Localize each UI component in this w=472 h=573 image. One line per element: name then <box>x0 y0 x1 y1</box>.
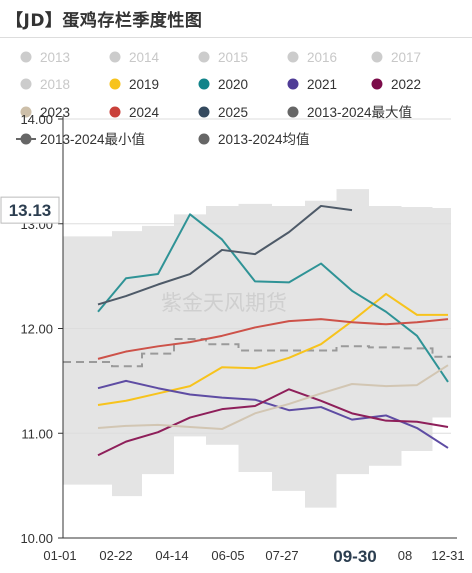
x-tick-label: 07-27 <box>265 548 298 563</box>
legend-marker <box>20 78 32 90</box>
legend-label: 2015 <box>218 50 248 65</box>
legend: 2013 2014 2015 2016 2017 2018 2019 2020 2021 2022… <box>16 50 421 147</box>
series-line-2024 <box>97 318 449 360</box>
hover-x-box <box>327 542 383 568</box>
legend-item: 2015 <box>198 50 248 65</box>
series-line-2023 <box>97 364 449 431</box>
legend-item: 2025 <box>198 105 248 120</box>
legend-item: 2016 <box>287 50 337 65</box>
series-lines <box>97 204 449 457</box>
y-tick-label: 14.00 <box>20 112 53 127</box>
legend-item: 2013-2024最大值 <box>287 105 412 120</box>
legend-marker <box>287 51 299 63</box>
legend-item: 2013-2024均值 <box>198 132 310 147</box>
legend-item: 2013 <box>20 50 70 65</box>
legend-item: 2022 <box>371 77 421 92</box>
legend-marker <box>198 133 210 145</box>
x-tick-label: 08 <box>398 548 412 563</box>
title-divider <box>0 37 472 38</box>
range-band-area <box>63 189 451 508</box>
hover-x-label: 09-30 <box>333 547 376 566</box>
legend-item: 2014 <box>109 50 160 65</box>
chart-title: 【JD】蛋鸡存栏季度性图 <box>6 11 203 31</box>
legend-label: 2018 <box>40 77 70 92</box>
legend-label: 2024 <box>129 105 160 120</box>
x-tick-label: 01-01 <box>43 548 76 563</box>
legend-marker <box>109 78 121 90</box>
series-line-2022 <box>97 388 449 457</box>
y-tick-label: 10.00 <box>20 531 53 546</box>
legend-marker <box>20 133 32 145</box>
mean-line <box>63 337 451 368</box>
legend-label: 2025 <box>218 105 248 120</box>
legend-label: 2016 <box>307 50 337 65</box>
mean-series-line <box>63 337 451 368</box>
legend-label: 2017 <box>391 50 421 65</box>
y-tick-label: 11.00 <box>21 426 53 441</box>
legend-item: 2018 <box>20 77 70 92</box>
legend-marker <box>20 106 32 118</box>
legend-label: 2013 <box>40 50 70 65</box>
legend-label: 2021 <box>307 77 337 92</box>
series-line-2019 <box>97 292 448 406</box>
legend-label: 2019 <box>129 77 159 92</box>
y-tick-label: 12.00 <box>20 322 53 337</box>
legend-marker <box>287 78 299 90</box>
legend-label: 2013-2024最大值 <box>307 105 412 120</box>
legend-marker <box>198 51 210 63</box>
legend-marker <box>371 51 383 63</box>
x-tick-label: 04-14 <box>155 548 188 563</box>
legend-marker <box>20 51 32 63</box>
legend-item: 2019 <box>109 77 159 92</box>
series-line-2020 <box>97 213 449 383</box>
hover-labels: 13.13 09-30 <box>0 196 383 568</box>
legend-marker <box>371 78 383 90</box>
hover-y-label: 13.13 <box>9 201 52 220</box>
x-tick-label: 12-31 <box>431 548 464 563</box>
x-tick-label: 02-22 <box>99 548 132 563</box>
legend-marker <box>198 78 210 90</box>
series-line-2021 <box>97 379 449 449</box>
legend-label: 2013-2024最小值 <box>40 132 145 147</box>
x-tick-label: 06-05 <box>211 548 244 563</box>
legend-marker <box>287 106 299 118</box>
watermark: 紫金天风期货 <box>161 291 287 315</box>
legend-label: 2020 <box>218 77 248 92</box>
legend-label: 2013-2024均值 <box>218 132 310 147</box>
legend-label: 2022 <box>391 77 421 92</box>
legend-item: 2020 <box>198 77 248 92</box>
hover-y-box <box>0 196 60 224</box>
range-band <box>63 189 451 508</box>
legend-marker <box>198 106 210 118</box>
legend-marker <box>109 51 121 63</box>
legend-marker <box>109 106 121 118</box>
series-line-2025 <box>97 204 353 306</box>
legend-item: 2013-2024最小值 <box>16 132 145 147</box>
legend-item: 2017 <box>371 50 421 65</box>
legend-label: 2014 <box>129 50 160 65</box>
legend-item: 2021 <box>287 77 337 92</box>
legend-item: 2024 <box>109 105 160 120</box>
